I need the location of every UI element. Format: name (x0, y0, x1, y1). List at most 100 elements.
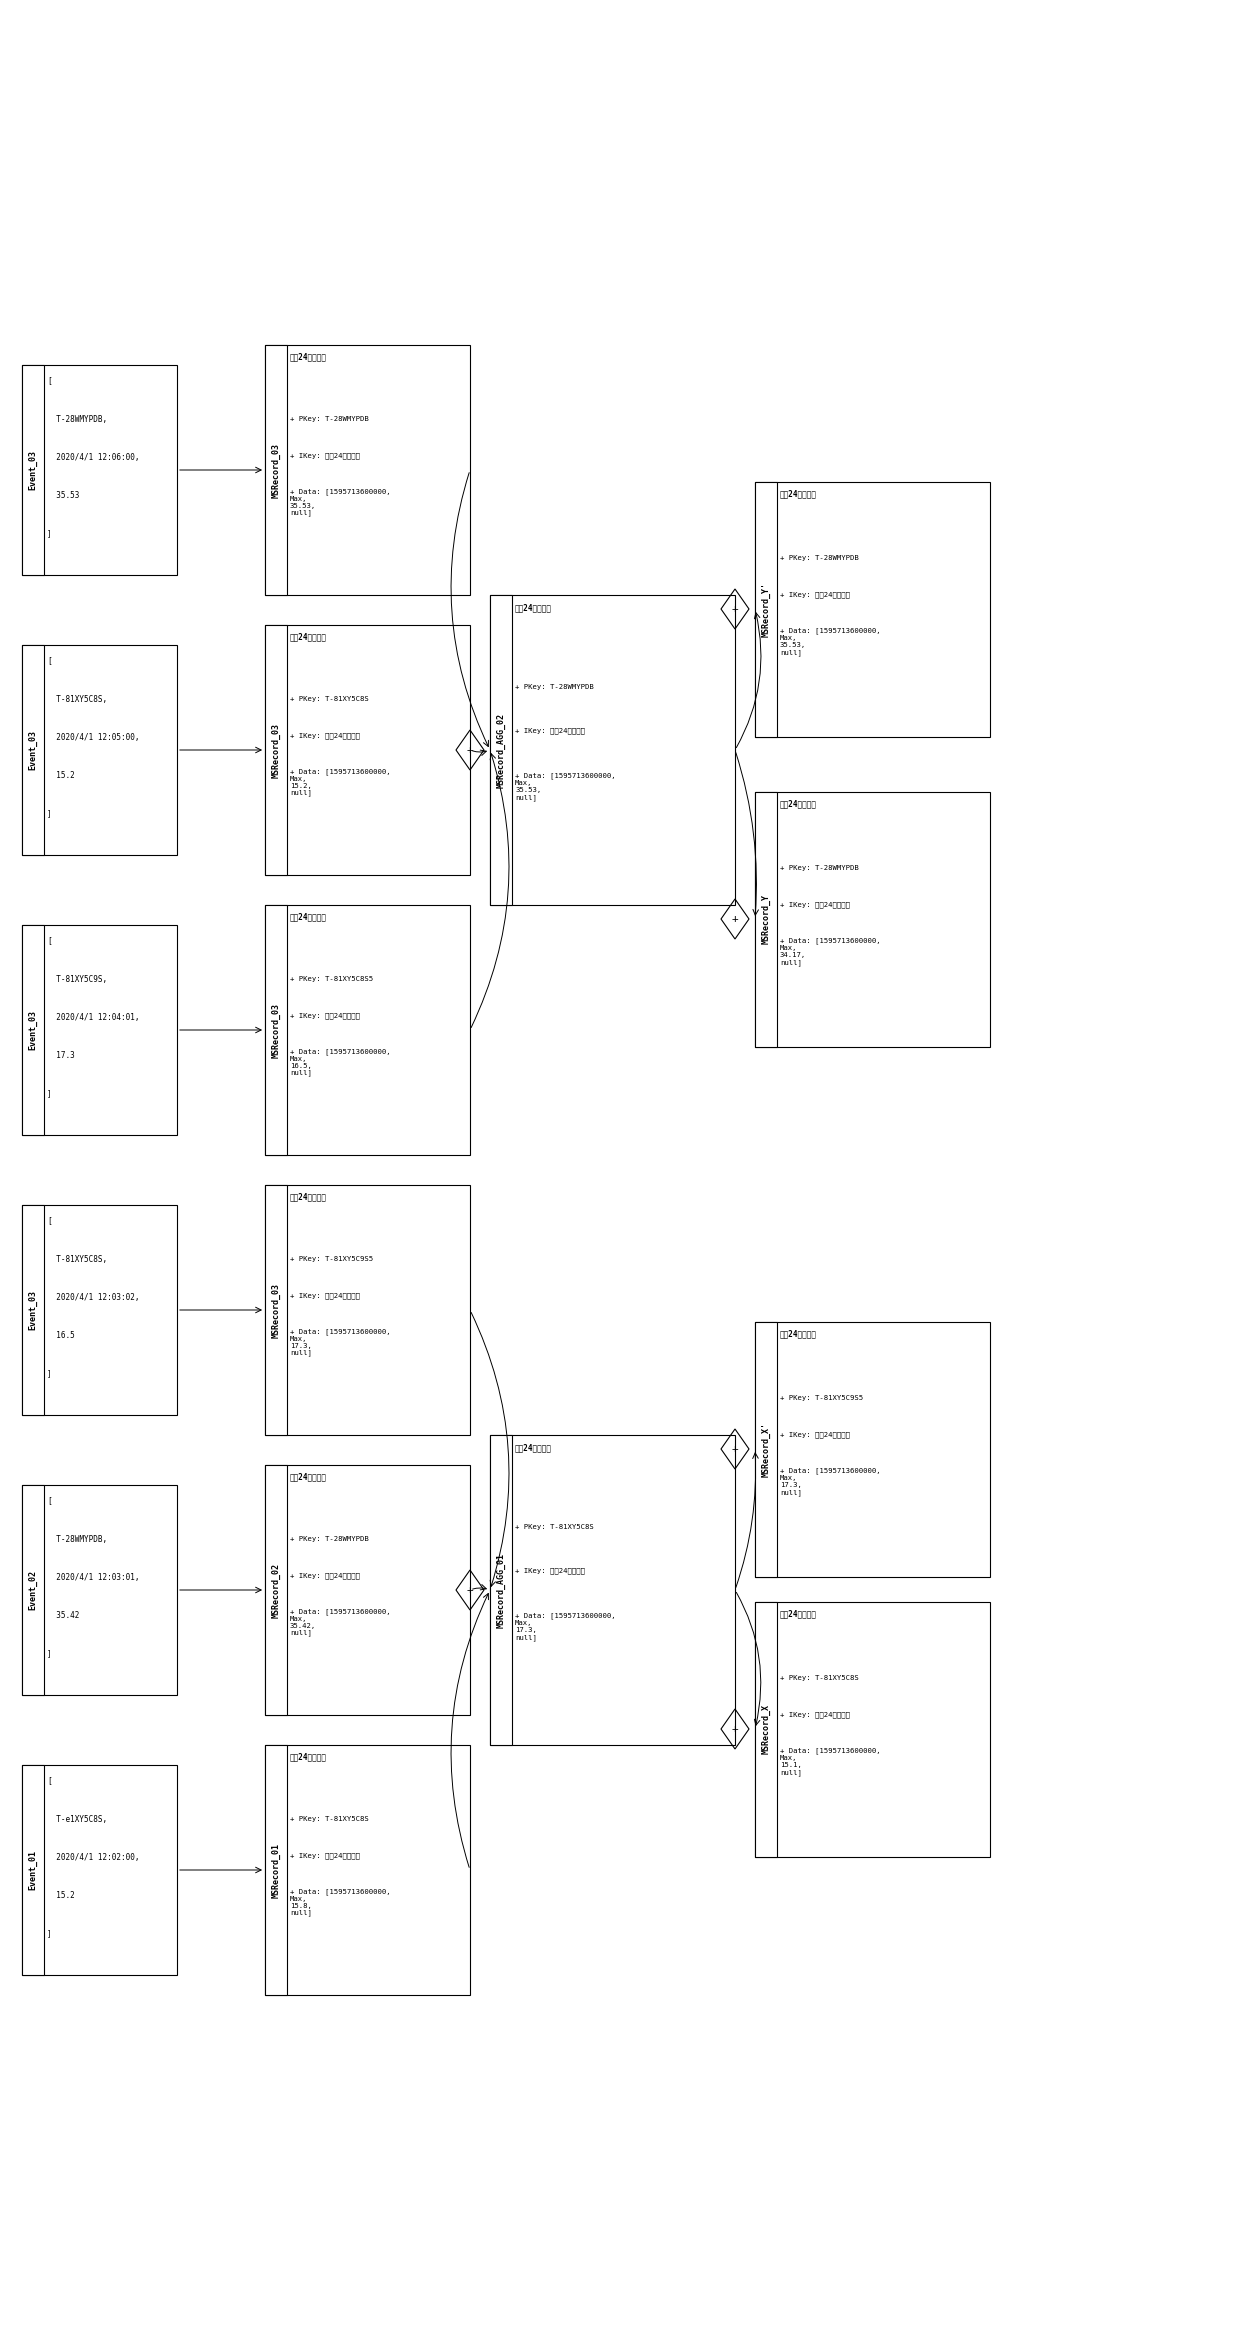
Text: + Data: [1595713600000,
Max,
16.5,
null]: + Data: [1595713600000, Max, 16.5, null] (290, 1048, 391, 1076)
Text: + Data: [1595713600000,
Max,
34.17,
null]: + Data: [1595713600000, Max, 34.17, null… (780, 938, 880, 966)
Text: + IKey: 过去24小时温度: + IKey: 过去24小时温度 (515, 1568, 585, 1575)
Text: 35.53: 35.53 (47, 491, 79, 501)
Text: + PKey: T-81XY5C8S: + PKey: T-81XY5C8S (780, 1675, 859, 1680)
Text: 17.3: 17.3 (47, 1051, 74, 1060)
Text: 过去24小时温度: 过去24小时温度 (515, 604, 552, 613)
Text: ]: ] (47, 810, 52, 819)
Bar (265, 1184, 470, 1434)
Text: + IKey: 过去24小时温度: + IKey: 过去24小时温度 (290, 452, 360, 459)
Text: 15.2: 15.2 (47, 1891, 74, 1900)
Text: [: [ (47, 1217, 52, 1226)
Text: 2020/4/1 12:02:00,: 2020/4/1 12:02:00, (47, 1853, 139, 1863)
Bar (755, 1603, 990, 1858)
Text: 过去24小时温度: 过去24小时温度 (515, 1444, 552, 1453)
Text: + Data: [1595713600000,
Max,
35.53,
null]: + Data: [1595713600000, Max, 35.53, null… (290, 487, 391, 517)
Text: + PKey: T-28WMYPDB: + PKey: T-28WMYPDB (290, 1537, 368, 1542)
Text: ]: ] (47, 529, 52, 538)
Text: 16.5: 16.5 (47, 1331, 74, 1341)
Bar (755, 482, 777, 737)
Bar (265, 625, 286, 875)
Bar (490, 1434, 512, 1746)
Bar (22, 1486, 43, 1694)
Bar (265, 1746, 286, 1996)
Text: + IKey: 过去24小时温度: + IKey: 过去24小时温度 (780, 901, 849, 908)
Text: Event_01: Event_01 (29, 1851, 37, 1891)
Text: 过去24小时温度: 过去24小时温度 (780, 1610, 817, 1619)
Text: + PKey: T-81XY5C8S5: + PKey: T-81XY5C8S5 (290, 976, 373, 983)
Bar (490, 594, 512, 906)
Text: + PKey: T-28WMYPDB: + PKey: T-28WMYPDB (515, 683, 594, 690)
Text: ]: ] (47, 1369, 52, 1378)
Text: [: [ (47, 1498, 52, 1505)
Text: 2020/4/1 12:03:02,: 2020/4/1 12:03:02, (47, 1292, 139, 1301)
Bar (22, 365, 177, 576)
Text: MSRecord_AGG_02: MSRecord_AGG_02 (496, 711, 506, 789)
Text: + IKey: 过去24小时温度: + IKey: 过去24小时温度 (290, 732, 360, 739)
Text: 过去24小时温度: 过去24小时温度 (290, 351, 327, 360)
Text: + PKey: T-28WMYPDB: + PKey: T-28WMYPDB (780, 866, 859, 870)
Text: Event_03: Event_03 (29, 449, 37, 489)
Bar (265, 906, 470, 1156)
Text: [: [ (47, 936, 52, 945)
Text: MSRecord_AGG_01: MSRecord_AGG_01 (496, 1551, 506, 1629)
Text: 过去24小时温度: 过去24小时温度 (290, 1472, 327, 1481)
Bar (265, 1184, 286, 1434)
Text: + Data: [1595713600000,
Max,
15.2,
null]: + Data: [1595713600000, Max, 15.2, null] (290, 768, 391, 796)
Bar (490, 594, 735, 906)
Text: + PKey: T-28WMYPDB: + PKey: T-28WMYPDB (290, 417, 368, 424)
Text: + PKey: T-81XY5C8S: + PKey: T-81XY5C8S (290, 1816, 368, 1823)
Text: 15.2: 15.2 (47, 770, 74, 779)
Text: +: + (466, 1584, 474, 1596)
Text: +: + (732, 915, 738, 924)
Text: MSRecord_03: MSRecord_03 (272, 1002, 280, 1058)
Bar (265, 1746, 470, 1996)
Text: + IKey: 过去24小时温度: + IKey: 过去24小时温度 (290, 1292, 360, 1299)
Text: MSRecord_02: MSRecord_02 (272, 1563, 280, 1617)
Text: MSRecord_01: MSRecord_01 (272, 1842, 280, 1898)
Bar (22, 1764, 177, 1975)
Text: MSRecord_Y': MSRecord_Y' (761, 583, 770, 636)
Text: [: [ (47, 377, 52, 386)
Text: 2020/4/1 12:03:01,: 2020/4/1 12:03:01, (47, 1572, 139, 1582)
Bar (755, 1322, 777, 1577)
Text: ]: ] (47, 1928, 52, 1938)
Bar (22, 646, 43, 854)
Text: Event_02: Event_02 (29, 1570, 37, 1610)
Text: 过去24小时温度: 过去24小时温度 (290, 1753, 327, 1762)
Text: MSRecord_X': MSRecord_X' (761, 1423, 770, 1477)
Text: MSRecord_03: MSRecord_03 (272, 723, 280, 777)
Text: 过去24小时温度: 过去24小时温度 (780, 800, 817, 807)
Text: ]: ] (47, 1088, 52, 1097)
Text: + Data: [1595713600000,
Max,
35.53,
null]: + Data: [1595713600000, Max, 35.53, null… (515, 772, 615, 800)
Text: + Data: [1595713600000,
Max,
15.1,
null]: + Data: [1595713600000, Max, 15.1, null] (780, 1748, 880, 1776)
Text: + IKey: 过去24小时温度: + IKey: 过去24小时温度 (780, 592, 849, 599)
Text: + IKey: 过去24小时温度: + IKey: 过去24小时温度 (780, 1711, 849, 1718)
Text: + PKey: T-81XY5C9S5: + PKey: T-81XY5C9S5 (780, 1395, 863, 1402)
Bar (755, 1603, 777, 1858)
Text: + Data: [1595713600000,
Max,
35.42,
null]: + Data: [1595713600000, Max, 35.42, null… (290, 1608, 391, 1636)
Bar (22, 1205, 43, 1416)
Text: T-28WMYPDB,: T-28WMYPDB, (47, 414, 107, 424)
Text: + PKey: T-81XY5C8S: + PKey: T-81XY5C8S (290, 697, 368, 702)
Text: T-e1XY5C8S,: T-e1XY5C8S, (47, 1814, 107, 1823)
Text: 2020/4/1 12:05:00,: 2020/4/1 12:05:00, (47, 732, 139, 742)
Bar (265, 1465, 286, 1715)
Text: 35.42: 35.42 (47, 1610, 79, 1619)
Text: +: + (732, 604, 738, 613)
Bar (265, 625, 470, 875)
Text: + Data: [1595713600000,
Max,
15.8,
null]: + Data: [1595713600000, Max, 15.8, null] (290, 1888, 391, 1916)
Bar (755, 482, 990, 737)
Bar (265, 344, 470, 594)
Text: Event_03: Event_03 (29, 730, 37, 770)
Text: 2020/4/1 12:04:01,: 2020/4/1 12:04:01, (47, 1013, 139, 1023)
Text: 过去24小时温度: 过去24小时温度 (290, 632, 327, 641)
Text: T-81XY5C9S,: T-81XY5C9S, (47, 976, 107, 983)
Text: MSRecord_03: MSRecord_03 (272, 442, 280, 498)
Text: 过去24小时温度: 过去24小时温度 (780, 489, 817, 498)
Text: T-28WMYPDB,: T-28WMYPDB, (47, 1535, 107, 1544)
Bar (22, 924, 43, 1135)
Text: + PKey: T-81XY5C8S: + PKey: T-81XY5C8S (515, 1523, 594, 1530)
Bar (22, 924, 177, 1135)
Text: + IKey: 过去24小时温度: + IKey: 过去24小时温度 (290, 1013, 360, 1018)
Bar (755, 791, 777, 1046)
